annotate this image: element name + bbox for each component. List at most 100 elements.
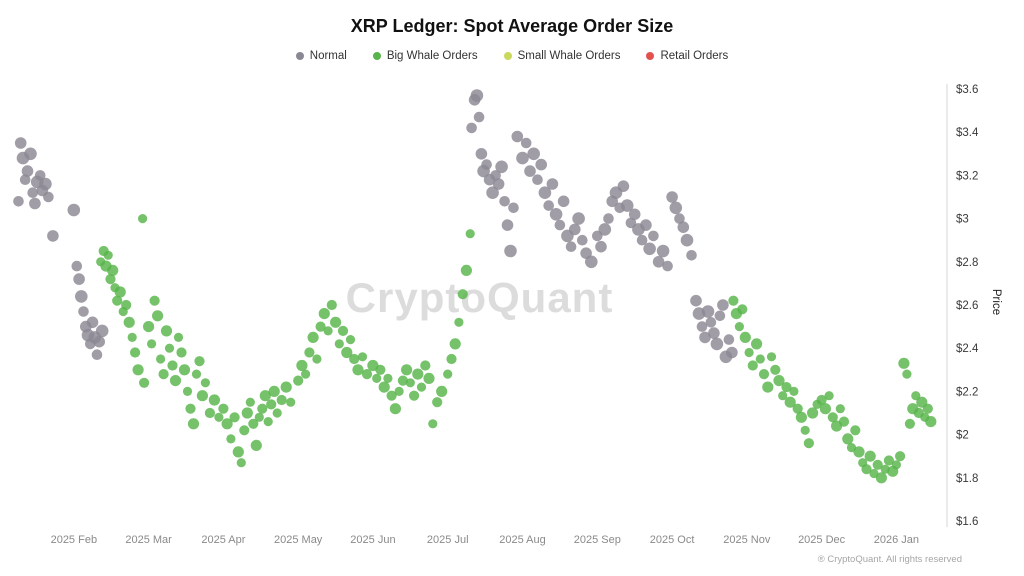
data-point — [734, 322, 745, 332]
data-point — [714, 310, 726, 322]
legend-item-big-whale[interactable]: Big Whale Orders — [372, 50, 478, 62]
data-point — [751, 338, 763, 350]
data-point — [420, 360, 431, 371]
data-point — [636, 234, 648, 246]
data-point — [432, 397, 443, 408]
data-point — [47, 230, 59, 242]
data-point — [14, 137, 27, 149]
data-point — [182, 386, 193, 396]
data-point — [147, 339, 157, 349]
data-point — [286, 397, 296, 407]
x-tick-label: 2025 Jul — [427, 534, 469, 546]
data-point — [701, 305, 715, 318]
data-point — [648, 230, 659, 242]
data-point — [436, 385, 448, 397]
data-point — [535, 158, 547, 171]
data-point — [250, 439, 262, 451]
data-point — [412, 368, 424, 380]
data-point — [766, 352, 777, 362]
data-point — [196, 390, 208, 402]
data-point — [449, 338, 461, 350]
data-point — [861, 464, 872, 475]
data-point — [178, 364, 191, 376]
x-tick-label: 2025 Sep — [574, 534, 621, 546]
data-point — [268, 385, 280, 397]
data-point — [728, 295, 739, 306]
data-point — [383, 373, 393, 383]
x-tick-label: 2025 Dec — [798, 534, 846, 546]
data-point — [565, 241, 577, 252]
data-point — [538, 186, 552, 199]
data-point — [486, 186, 499, 199]
data-point — [272, 408, 282, 418]
data-point — [378, 381, 390, 393]
data-point — [443, 369, 453, 379]
data-point — [112, 295, 123, 306]
data-point — [499, 196, 510, 207]
data-point — [187, 418, 200, 430]
data-point — [239, 425, 250, 436]
data-point — [345, 335, 356, 345]
data-point — [423, 372, 435, 384]
data-point — [214, 412, 224, 422]
data-point — [107, 264, 119, 276]
legend-item-normal[interactable]: Normal — [295, 50, 347, 62]
data-point — [78, 306, 89, 317]
data-point — [656, 244, 670, 258]
data-point — [323, 326, 333, 336]
data-point — [904, 418, 916, 429]
data-point — [105, 274, 116, 285]
data-point — [640, 219, 652, 231]
cryptoquant-watermark: CryptoQuant — [345, 274, 614, 321]
data-point — [13, 196, 24, 207]
data-point — [352, 364, 364, 376]
data-point — [795, 411, 808, 423]
data-point — [149, 295, 160, 306]
data-point — [674, 213, 685, 224]
legend-item-retail[interactable]: Retail Orders — [646, 50, 728, 62]
data-point — [307, 331, 319, 343]
y-tick-label: $3.6 — [956, 84, 978, 96]
data-point — [318, 308, 330, 320]
x-tick-label: 2026 Jan — [874, 534, 919, 546]
data-point — [29, 197, 41, 210]
data-point — [816, 394, 827, 406]
data-point — [620, 199, 634, 212]
y-tick-label: $2.8 — [956, 257, 978, 269]
data-point — [24, 147, 37, 161]
y-tick-label: $3.2 — [956, 170, 978, 182]
data-point — [67, 203, 81, 217]
data-point — [401, 364, 413, 376]
data-point — [276, 394, 287, 406]
data-point — [75, 290, 88, 303]
data-point — [103, 250, 113, 260]
data-point — [160, 325, 173, 337]
data-point — [312, 354, 322, 364]
data-point — [739, 331, 751, 343]
copyright-notice: ® CryptoQuant. All rights reserved — [817, 554, 962, 565]
legend-label-small-whale: Small Whale Orders — [517, 50, 621, 62]
legend-dot-retail-icon — [646, 52, 655, 60]
data-point — [21, 165, 34, 177]
data-point — [680, 233, 694, 247]
data-point — [315, 321, 326, 332]
data-point — [241, 407, 253, 419]
data-point — [524, 165, 536, 177]
data-point — [835, 404, 845, 414]
data-point — [824, 391, 834, 401]
data-point — [758, 369, 770, 380]
data-point — [723, 334, 735, 345]
data-point — [803, 438, 815, 449]
legend-dot-normal-icon — [295, 52, 304, 60]
data-point — [334, 339, 344, 349]
data-point — [617, 180, 630, 192]
data-point — [572, 212, 585, 225]
data-point — [838, 416, 850, 427]
data-point — [204, 407, 215, 419]
legend-item-small-whale[interactable]: Small Whale Orders — [503, 50, 621, 62]
data-point — [789, 386, 799, 396]
y-tick-label: $2.6 — [956, 300, 978, 312]
data-point — [326, 299, 337, 311]
data-point — [527, 147, 540, 161]
